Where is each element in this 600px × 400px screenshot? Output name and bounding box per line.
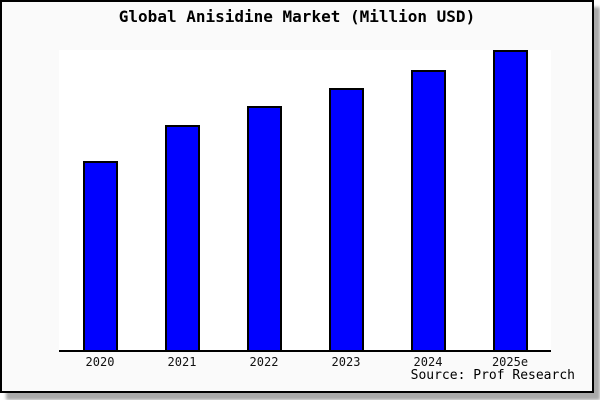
x-tick-label-2023: 2023: [331, 355, 361, 369]
bar-slot: [223, 50, 305, 350]
bar-slot: [469, 50, 551, 350]
bar-2023: [328, 87, 364, 350]
bar-2024: [410, 69, 446, 350]
bar-slot: [141, 50, 223, 350]
bar-2020: [82, 161, 118, 350]
bar-2025e: [492, 50, 528, 350]
chart-card: Global Anisidine Market (Million USD) 20…: [0, 0, 594, 393]
bar-slot: [305, 50, 387, 350]
x-tick-label-2021: 2021: [167, 355, 197, 369]
bar-2021: [164, 125, 200, 350]
source-credit: Source: Prof Research: [410, 368, 575, 383]
chart-title: Global Anisidine Market (Million USD): [118, 7, 476, 26]
x-tick-label-2022: 2022: [249, 355, 279, 369]
bar-slot: [387, 50, 469, 350]
bar-slot: [59, 50, 141, 350]
bar-2022: [246, 105, 282, 350]
x-tick-label-2025e: 2025e: [491, 355, 529, 369]
x-tick-label-2024: 2024: [413, 355, 443, 369]
x-axis-labels: 2020 2021 2022 2023 2024 2025e: [59, 355, 551, 369]
bars: [59, 50, 551, 350]
x-tick-label-2020: 2020: [85, 355, 115, 369]
plot-area: [59, 50, 551, 352]
